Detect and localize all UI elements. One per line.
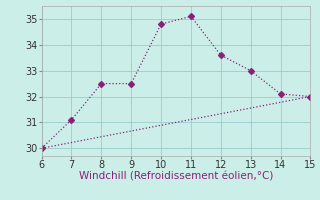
X-axis label: Windchill (Refroidissement éolien,°C): Windchill (Refroidissement éolien,°C) [79, 172, 273, 182]
